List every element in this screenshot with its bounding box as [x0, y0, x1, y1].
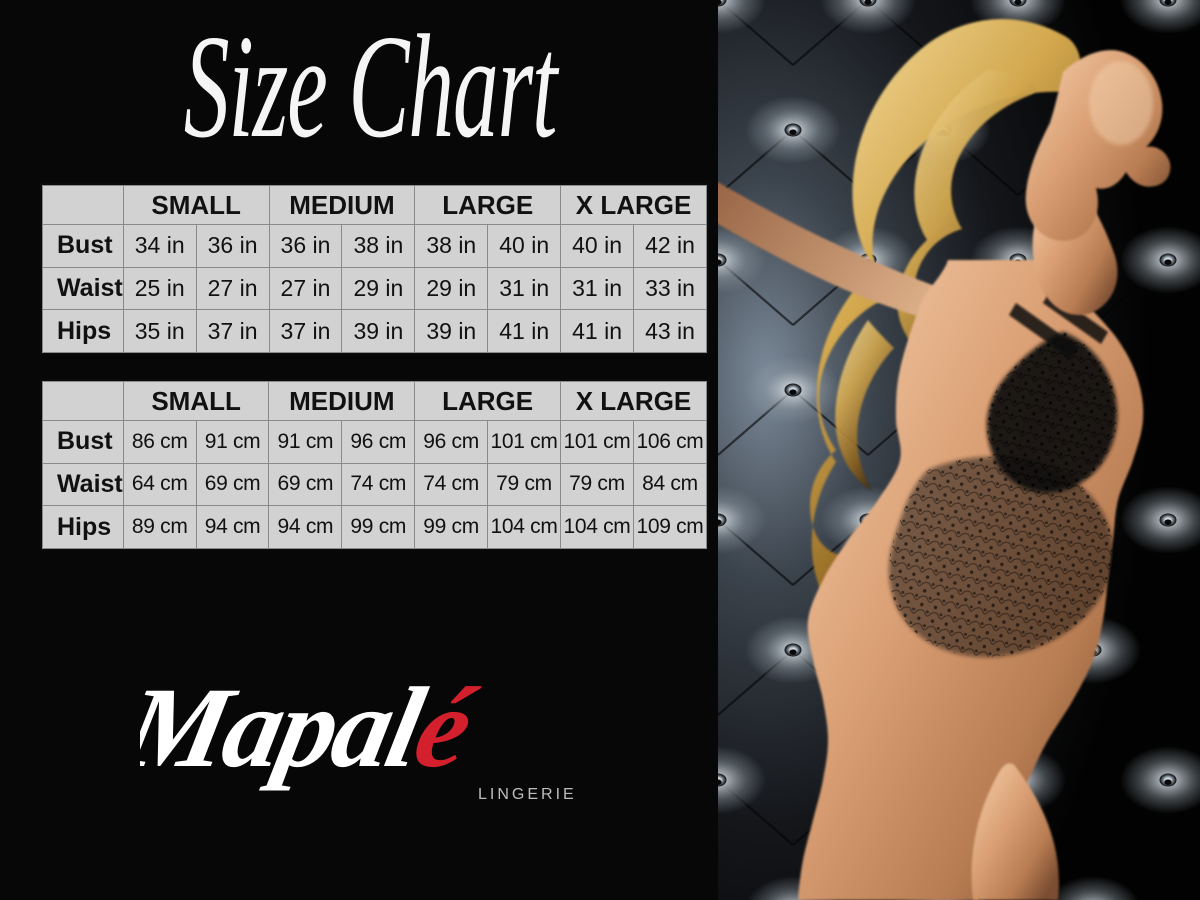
svg-text:Mapalé: Mapalé	[140, 664, 486, 792]
